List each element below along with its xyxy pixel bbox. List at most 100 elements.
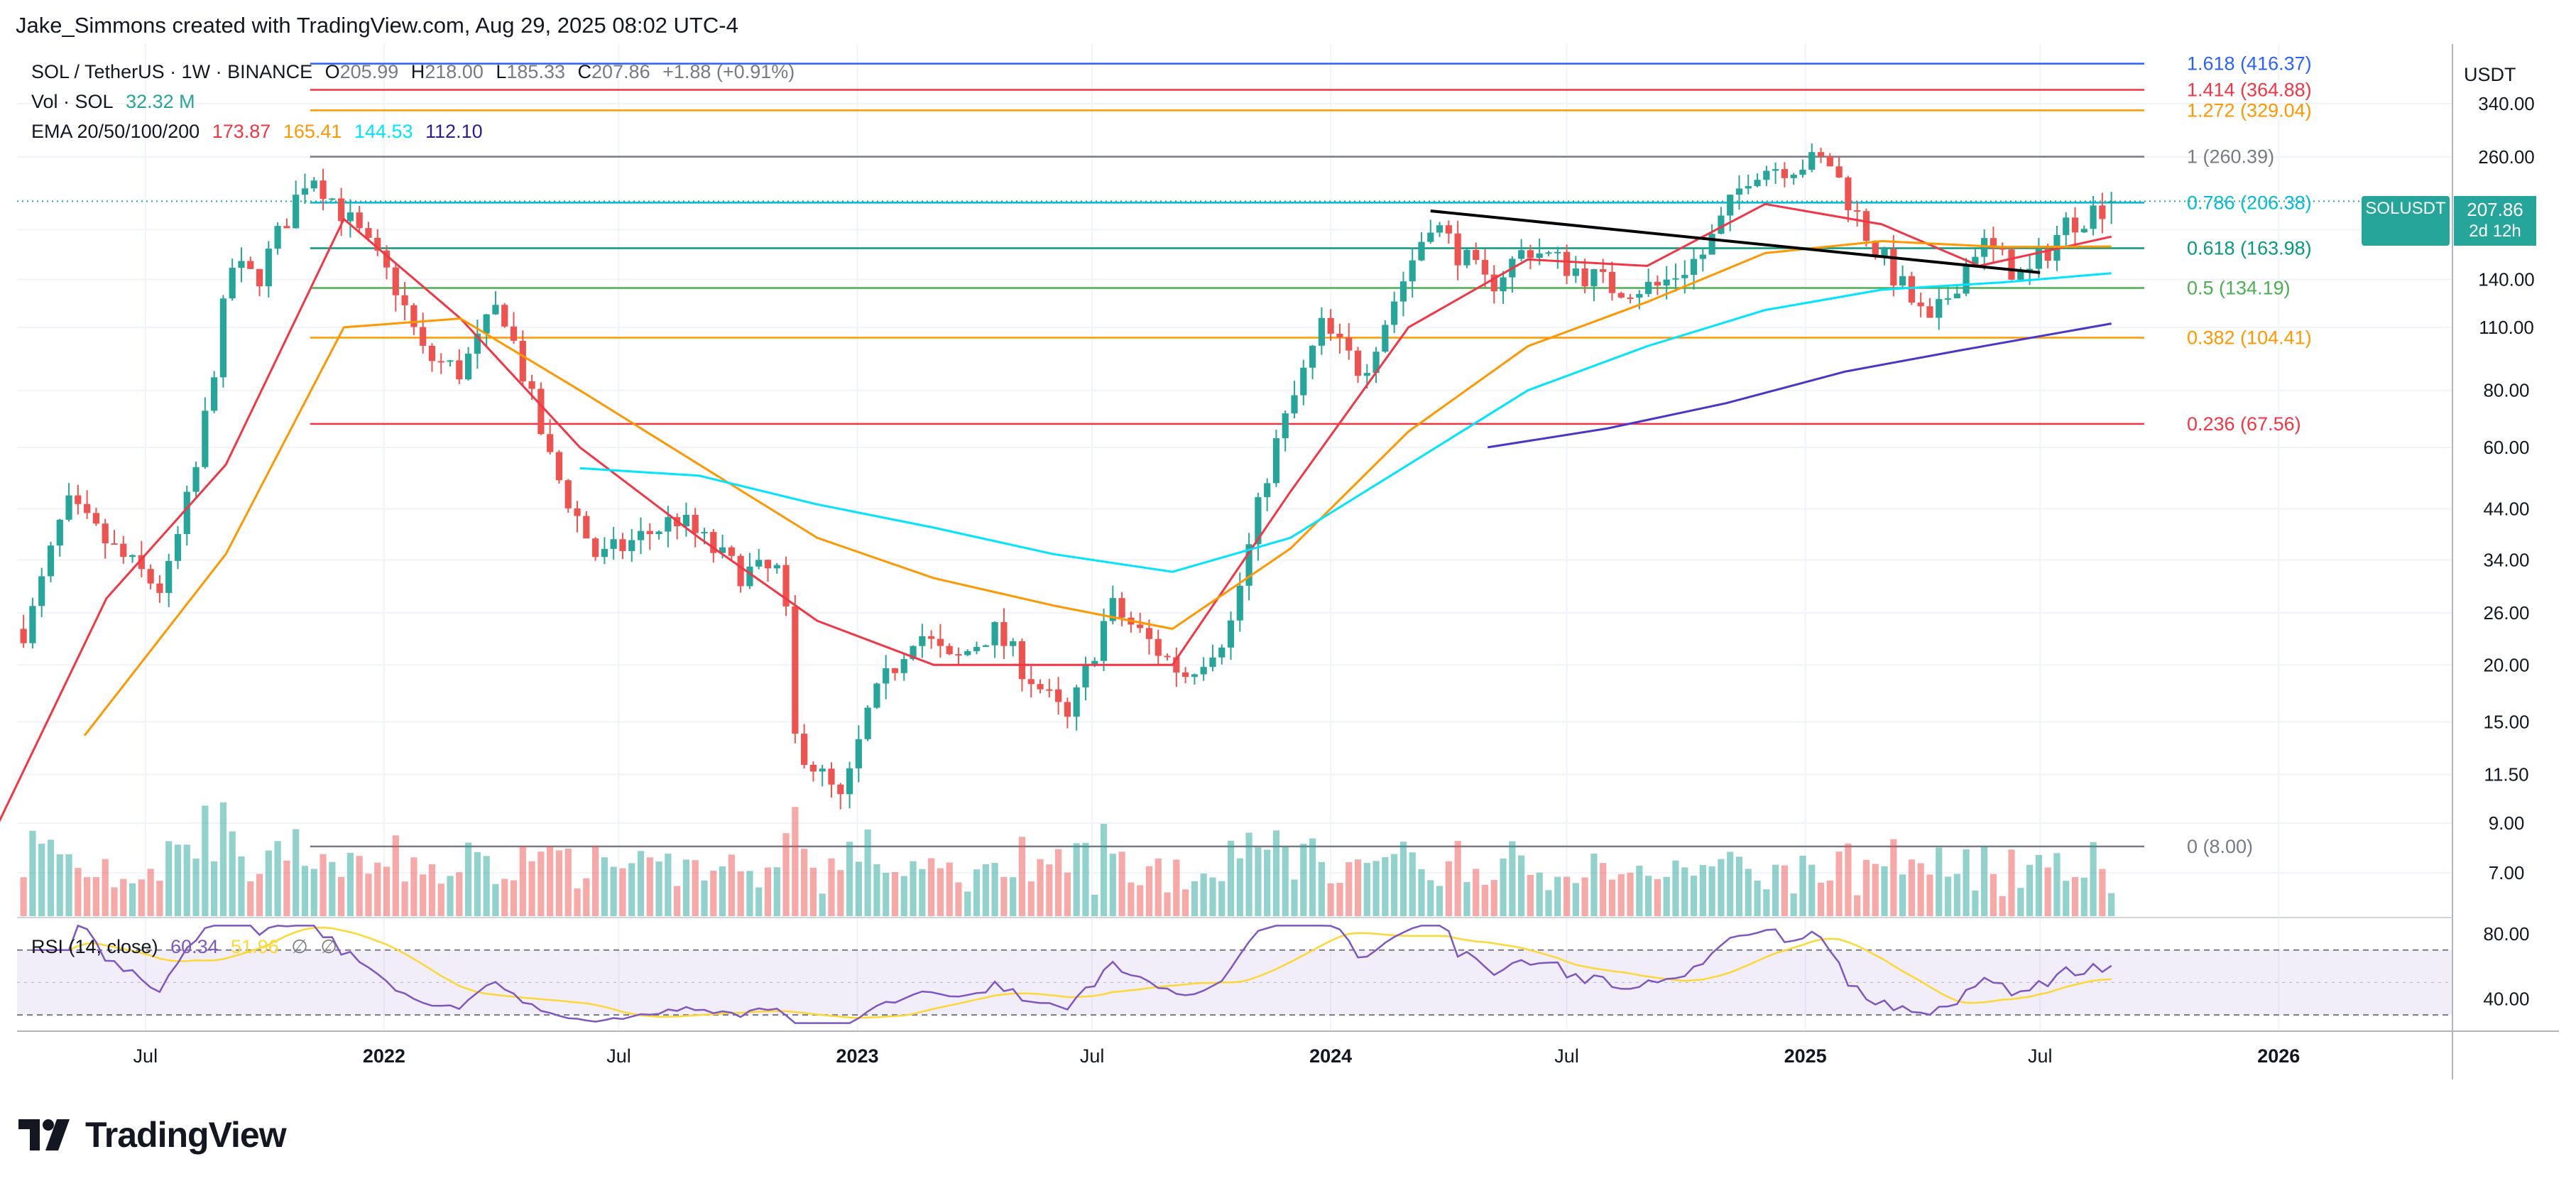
candle-body[interactable]	[1282, 413, 1289, 439]
candle-body[interactable]	[1500, 277, 1507, 292]
candle-body[interactable]	[492, 305, 499, 315]
candle-body[interactable]	[1790, 175, 1797, 178]
candle-body[interactable]	[1872, 241, 1879, 257]
candle-body[interactable]	[819, 768, 826, 772]
candle-body[interactable]	[1554, 251, 1561, 254]
candle-body[interactable]	[1817, 152, 1825, 156]
candle-body[interactable]	[156, 583, 163, 593]
currency-label[interactable]: USDT	[2464, 64, 2516, 85]
candles[interactable]	[20, 143, 2115, 810]
candle-body[interactable]	[583, 516, 590, 539]
candle-body[interactable]	[229, 268, 236, 299]
candle-body[interactable]	[1218, 647, 1226, 658]
candle-body[interactable]	[1990, 238, 1997, 249]
candle-body[interactable]	[165, 560, 173, 593]
candle-body[interactable]	[1926, 306, 1933, 318]
candle-body[interactable]	[265, 249, 272, 287]
candle-body[interactable]	[574, 508, 581, 516]
candle-body[interactable]	[29, 606, 36, 643]
candle-body[interactable]	[1155, 638, 1162, 656]
candle-body[interactable]	[447, 360, 454, 362]
candle-body[interactable]	[547, 434, 554, 452]
candle-body[interactable]	[1963, 263, 1970, 294]
candle-body[interactable]	[501, 305, 508, 327]
candle-body[interactable]	[1209, 657, 1216, 668]
candle-body[interactable]	[1145, 628, 1153, 639]
candle-body[interactable]	[1445, 225, 1452, 234]
candle-body[interactable]	[1953, 293, 1960, 299]
candle-body[interactable]	[211, 377, 218, 411]
candle-body[interactable]	[855, 739, 862, 768]
candle-body[interactable]	[1781, 169, 1789, 178]
candle-body[interactable]	[1181, 672, 1189, 678]
candle-body[interactable]	[56, 519, 63, 546]
candle-body[interactable]	[1545, 252, 1552, 254]
candle-body[interactable]	[1100, 621, 1108, 661]
candle-body[interactable]	[1382, 325, 1389, 352]
candle-body[interactable]	[1327, 317, 1334, 334]
candle-body[interactable]	[1772, 169, 1779, 171]
candle-body[interactable]	[1137, 624, 1144, 629]
candle-body[interactable]	[1944, 298, 1952, 300]
candle-body[interactable]	[1690, 259, 1698, 276]
candle-body[interactable]	[1590, 269, 1598, 287]
candle-body[interactable]	[1391, 301, 1398, 325]
candle-body[interactable]	[464, 354, 472, 380]
candle-body[interactable]	[946, 646, 953, 655]
candle-body[interactable]	[1908, 276, 1915, 303]
candle-body[interactable]	[1936, 299, 1943, 318]
candle-body[interactable]	[1255, 497, 1262, 545]
candle-body[interactable]	[537, 388, 545, 435]
candle-body[interactable]	[828, 768, 835, 785]
candle-body[interactable]	[1481, 260, 1489, 275]
candle-body[interactable]	[474, 333, 481, 354]
candle-body[interactable]	[1463, 249, 1470, 266]
candle-body[interactable]	[991, 621, 998, 646]
candle-body[interactable]	[1835, 166, 1843, 178]
candle-body[interactable]	[1027, 679, 1035, 685]
candle-body[interactable]	[982, 645, 989, 647]
candle-body[interactable]	[1037, 684, 1044, 690]
candle-body[interactable]	[792, 606, 799, 734]
candle-body[interactable]	[1418, 241, 1425, 261]
candle-body[interactable]	[510, 326, 518, 341]
candle-body[interactable]	[238, 261, 245, 268]
candle-body[interactable]	[129, 555, 136, 557]
candle-body[interactable]	[1718, 215, 1725, 234]
candle-body[interactable]	[1354, 350, 1362, 376]
candle-body[interactable]	[1917, 303, 1924, 307]
candle-body[interactable]	[873, 683, 880, 708]
candle-body[interactable]	[628, 540, 635, 551]
last-price-label-left[interactable]: SOLUSDT	[2362, 196, 2450, 246]
candle-body[interactable]	[2099, 205, 2106, 219]
candle-body[interactable]	[1091, 660, 1098, 664]
candle-body[interactable]	[719, 547, 726, 553]
candle-body[interactable]	[20, 629, 27, 643]
candle-body[interactable]	[1854, 210, 1861, 212]
candle-body[interactable]	[428, 345, 436, 361]
candle-body[interactable]	[2108, 201, 2115, 203]
candle-body[interactable]	[955, 654, 962, 656]
candle-body[interactable]	[383, 250, 391, 268]
candle-body[interactable]	[92, 513, 100, 524]
candle-body[interactable]	[293, 195, 300, 229]
candle-body[interactable]	[1064, 702, 1071, 717]
candle-body[interactable]	[1981, 238, 1988, 257]
candle-body[interactable]	[1191, 674, 1198, 678]
candle-body[interactable]	[1681, 275, 1688, 278]
candle-body[interactable]	[202, 410, 209, 467]
last-price-label[interactable]: 207.86 2d 12h	[2454, 196, 2536, 246]
candle-body[interactable]	[692, 514, 699, 533]
candle-body[interactable]	[1899, 276, 1906, 285]
candle-body[interactable]	[782, 565, 790, 606]
candle-body[interactable]	[701, 532, 708, 534]
candle-body[interactable]	[737, 555, 744, 587]
candle-body[interactable]	[138, 555, 145, 570]
candle-body[interactable]	[1608, 271, 1616, 293]
candle-body[interactable]	[1318, 317, 1325, 346]
candle-body[interactable]	[809, 765, 817, 772]
candle-body[interactable]	[919, 636, 926, 646]
candle-body[interactable]	[2017, 270, 2024, 280]
candle-body[interactable]	[610, 539, 617, 549]
